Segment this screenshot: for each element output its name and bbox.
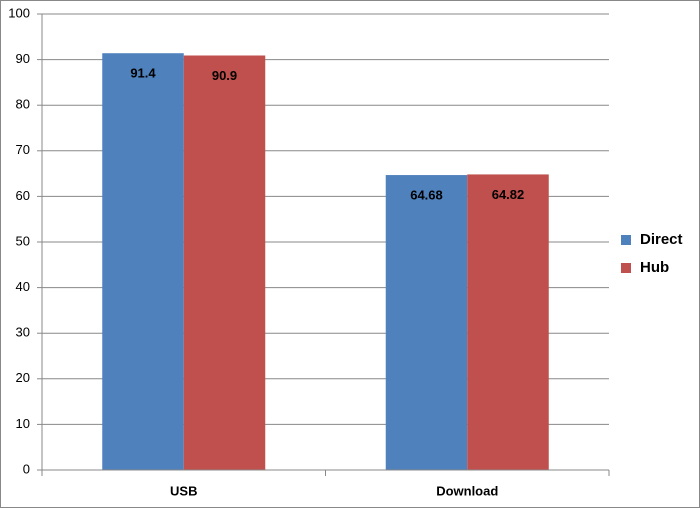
- y-tick-label: 30: [16, 325, 30, 340]
- y-tick-label: 20: [16, 370, 30, 385]
- data-label: 64.68: [410, 187, 443, 202]
- bar: [102, 53, 184, 470]
- y-tick-label: 90: [16, 51, 30, 66]
- bar: [467, 174, 549, 470]
- x-tick-label: Download: [436, 483, 498, 498]
- y-tick-label: 100: [8, 5, 30, 20]
- y-tick-label: 50: [16, 233, 30, 248]
- data-label: 90.9: [212, 68, 237, 83]
- bar: [183, 55, 266, 470]
- y-tick-label: 80: [16, 97, 30, 112]
- y-tick-label: 60: [16, 188, 30, 203]
- legend-swatch: [621, 263, 631, 273]
- y-tick-label: 10: [16, 416, 30, 431]
- y-tick-label: 40: [16, 279, 30, 294]
- legend-swatch: [621, 235, 631, 245]
- legend-label: Hub: [640, 259, 669, 276]
- y-tick-label: 70: [16, 142, 30, 157]
- bar: [385, 175, 468, 470]
- x-tick-label: USB: [170, 483, 197, 498]
- y-tick-label: 0: [23, 461, 30, 476]
- data-label: 64.82: [492, 187, 525, 202]
- legend-label: Direct: [640, 231, 683, 248]
- data-label: 91.4: [130, 66, 156, 81]
